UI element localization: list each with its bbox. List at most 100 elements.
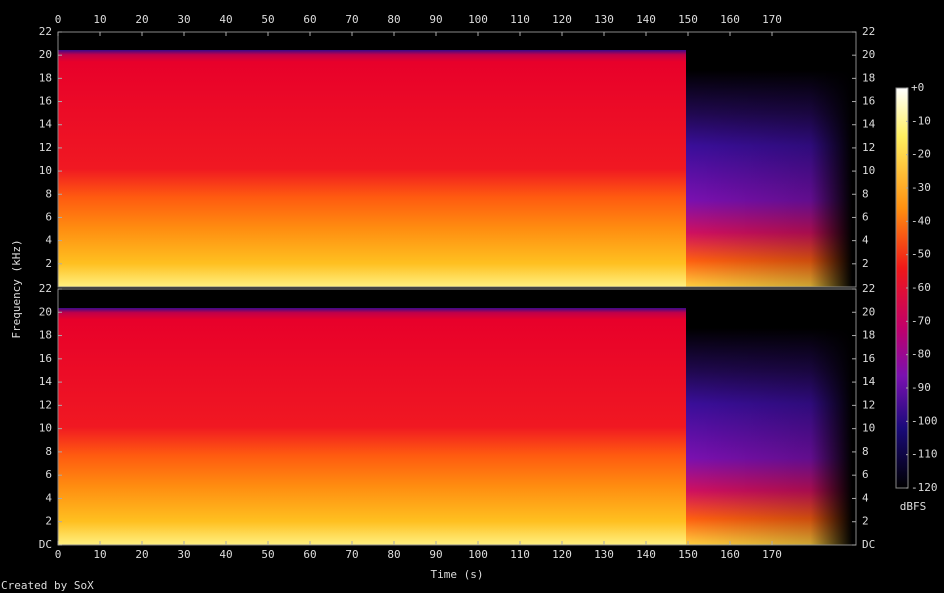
y-tick-label: 2 — [45, 257, 52, 270]
y-tick-label: 4 — [45, 491, 52, 504]
y-tick-label: 8 — [45, 445, 52, 458]
x-tick-label: 120 — [552, 13, 572, 26]
colorbar-tick-label: +0 — [911, 81, 924, 94]
x-tick-label: 10 — [93, 13, 106, 26]
x-tick-label: 60 — [303, 13, 316, 26]
colorbar-tick-label: -60 — [911, 281, 931, 294]
y-tick-label: DC — [39, 538, 52, 551]
x-tick-label: 100 — [468, 13, 488, 26]
y-tick-label: 6 — [45, 468, 52, 481]
x-tick-label: 110 — [510, 548, 530, 561]
y-tick-label: 2 — [45, 515, 52, 528]
y-tick-label: 6 — [862, 210, 869, 223]
y-tick-label: 12 — [862, 141, 875, 154]
y-tick-label: 16 — [862, 95, 875, 108]
y-tick-label: 16 — [39, 352, 52, 365]
x-tick-label: 0 — [55, 13, 62, 26]
colorbar-tick-label: -70 — [911, 314, 931, 327]
colorbar-tick-label: -40 — [911, 214, 931, 227]
y-tick-label: 22 — [39, 282, 52, 295]
y-tick-label: 22 — [39, 25, 52, 38]
x-tick-label: 160 — [720, 13, 740, 26]
y-tick-label: 20 — [862, 48, 875, 61]
y-tick-label: 18 — [862, 329, 875, 342]
x-tick-label: 50 — [261, 13, 274, 26]
x-tick-label: 120 — [552, 548, 572, 561]
x-tick-label: 70 — [345, 548, 358, 561]
x-tick-label: 40 — [219, 13, 232, 26]
y-tick-label: 4 — [45, 234, 52, 247]
panel-frame — [57, 288, 857, 546]
x-tick-label: 130 — [594, 13, 614, 26]
panel-frame — [57, 31, 857, 288]
y-tick-label: 8 — [862, 187, 869, 200]
colorbar-tick-label: -30 — [911, 181, 931, 194]
x-tick-label: 100 — [468, 548, 488, 561]
y-tick-label: 14 — [862, 375, 876, 388]
y-tick-label: 14 — [862, 118, 876, 131]
x-tick-label: 0 — [55, 548, 62, 561]
x-tick-label: 110 — [510, 13, 530, 26]
x-tick-label: 20 — [135, 548, 148, 561]
colorbar-label: dBFS — [900, 500, 927, 513]
y-tick-label: 20 — [39, 305, 52, 318]
x-tick-label: 80 — [387, 548, 400, 561]
x-tick-label: 40 — [219, 548, 232, 561]
y-tick-label: 14 — [39, 375, 53, 388]
x-tick-label: 90 — [429, 13, 442, 26]
y-tick-label: 16 — [39, 95, 52, 108]
y-tick-label: 22 — [862, 282, 875, 295]
y-tick-label: 2 — [862, 257, 869, 270]
x-tick-label: 150 — [678, 548, 698, 561]
y-tick-label: 2 — [862, 515, 869, 528]
colorbar-tick-label: -10 — [911, 114, 931, 127]
colorbar-tick-label: -110 — [911, 448, 938, 461]
y-tick-label: 18 — [862, 71, 875, 84]
y-tick-label: 22 — [862, 25, 875, 38]
footer: Created by SoX — [1, 579, 94, 592]
y-tick-label: 20 — [862, 305, 875, 318]
colorbar-tick-label: -100 — [911, 414, 938, 427]
x-tick-label: 60 — [303, 548, 316, 561]
colorbar-tick-label: -90 — [911, 381, 931, 394]
x-tick-label: 150 — [678, 13, 698, 26]
x-tick-label: 170 — [762, 13, 782, 26]
colorbar-tick-label: -50 — [911, 248, 931, 261]
y-tick-label: 12 — [39, 398, 52, 411]
x-tick-label: 140 — [636, 548, 656, 561]
x-tick-label: 90 — [429, 548, 442, 561]
y-tick-label: 4 — [862, 491, 869, 504]
y-tick-label: 10 — [39, 164, 52, 177]
x-tick-label: 80 — [387, 13, 400, 26]
y-tick-label: 18 — [39, 329, 52, 342]
y-tick-label: 18 — [39, 71, 52, 84]
spectrogram-image — [58, 50, 852, 545]
y-tick-label: 10 — [39, 422, 52, 435]
x-tick-label: 170 — [762, 548, 782, 561]
y-tick-label: 10 — [862, 422, 875, 435]
y-tick-label: 4 — [862, 234, 869, 247]
y-tick-label: 12 — [862, 398, 875, 411]
y-tick-label: DC — [862, 538, 875, 551]
colorbar-tick-label: -20 — [911, 148, 931, 161]
y-tick-label: 6 — [45, 210, 52, 223]
y-axis-label: Frequency (kHz) — [10, 239, 23, 338]
y-tick-label: 20 — [39, 48, 52, 61]
x-tick-label: 70 — [345, 13, 358, 26]
y-tick-label: 12 — [39, 141, 52, 154]
x-tick-label: 140 — [636, 13, 656, 26]
colorbar-tick-label: -120 — [911, 481, 938, 494]
x-tick-label: 50 — [261, 548, 274, 561]
x-tick-label: 20 — [135, 13, 148, 26]
colorbar-tick-label: -80 — [911, 348, 931, 361]
y-tick-label: 10 — [862, 164, 875, 177]
x-axis-label: Time (s) — [431, 568, 484, 581]
x-tick-label: 30 — [177, 548, 190, 561]
y-tick-label: 16 — [862, 352, 875, 365]
y-tick-label: 14 — [39, 118, 53, 131]
y-tick-label: 6 — [862, 468, 869, 481]
x-tick-label: 10 — [93, 548, 106, 561]
x-tick-label: 160 — [720, 548, 740, 561]
x-tick-label: 130 — [594, 548, 614, 561]
